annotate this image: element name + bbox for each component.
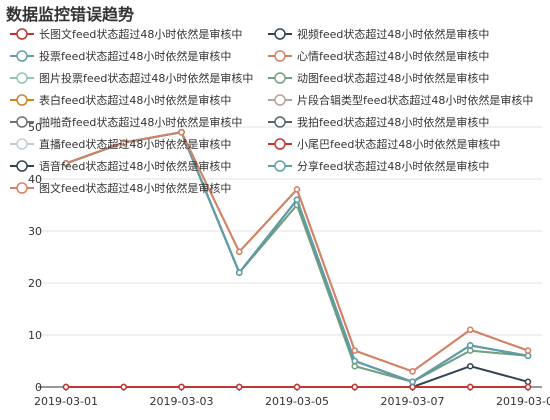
data-point[interactable] [467, 362, 474, 370]
y-tick-label: 30 [28, 225, 42, 238]
data-point[interactable] [409, 378, 416, 386]
data-point[interactable] [351, 347, 358, 354]
data-point[interactable] [62, 160, 70, 167]
legend-label: 表白feed状态超过48小时依然是审核中 [39, 93, 231, 107]
data-point[interactable] [178, 383, 185, 391]
series-group [62, 383, 532, 391]
legend-marker-icon [274, 94, 286, 106]
legend-label: 投票feed状态超过48小时依然是审核中 [39, 49, 231, 63]
series-group [62, 128, 532, 375]
legend-item[interactable]: 长图文feed状态超过48小时依然是审核中 [10, 27, 242, 41]
legend-marker-icon [16, 94, 28, 106]
legend-item[interactable]: 投票feed状态超过48小时依然是审核中 [10, 49, 231, 63]
legend-marker-icon [16, 28, 28, 40]
legend-label: 直播feed状态超过48小时依然是审核中 [39, 137, 231, 151]
grid [38, 126, 542, 336]
legend-marker-icon [274, 160, 286, 172]
legend-marker-icon [16, 182, 28, 194]
legend-item[interactable]: 分享feed状态超过48小时依然是审核中 [268, 159, 489, 173]
y-tick-label: 40 [28, 173, 42, 186]
legend-marker-icon [16, 138, 28, 150]
data-point[interactable] [236, 269, 243, 276]
legend-item[interactable]: 小尾巴feed状态超过48小时依然是审核中 [268, 137, 500, 151]
data-point[interactable] [236, 248, 243, 256]
data-point[interactable] [293, 186, 301, 193]
data-point[interactable] [467, 342, 474, 349]
legend-item[interactable]: 心情feed状态超过48小时依然是审核中 [268, 49, 489, 63]
legend-label: 视频feed状态超过48小时依然是审核中 [297, 27, 489, 41]
data-point[interactable] [120, 383, 127, 391]
legend-label: 长图文feed状态超过48小时依然是审核中 [39, 27, 242, 41]
x-tick-label: 2019-03-05 [265, 395, 329, 408]
legend-label: 啪啪奇feed状态超过48小时依然是审核中 [39, 115, 242, 129]
legend-marker-icon [274, 28, 286, 40]
data-point[interactable] [524, 383, 532, 391]
data-point[interactable] [293, 196, 301, 204]
legend-label: 图片投票feed状态超过48小时依然是审核中 [39, 71, 253, 85]
legend-marker-icon [16, 160, 28, 172]
legend-item[interactable]: 视频feed状态超过48小时依然是审核中 [268, 27, 489, 41]
legend-label: 片段合辑类型feed状态超过48小时依然是审核中 [297, 93, 533, 107]
legend-label: 图文feed状态超过48小时依然是审核中 [39, 181, 231, 195]
x-tick-label: 2019-03-01 [34, 395, 98, 408]
legend-label: 小尾巴feed状态超过48小时依然是审核中 [297, 137, 500, 151]
legend-label: 心情feed状态超过48小时依然是审核中 [297, 49, 489, 63]
legend-item[interactable]: 图文feed状态超过48小时依然是审核中 [10, 181, 231, 195]
x-tick-label: 2019-03-03 [150, 395, 214, 408]
legend-label: 我拍feed状态超过48小时依然是审核中 [297, 115, 489, 129]
data-point[interactable] [467, 347, 474, 354]
legend-marker-icon [16, 116, 28, 128]
y-tick-label: 10 [28, 329, 42, 342]
legend-item[interactable]: 片段合辑类型feed状态超过48小时依然是审核中 [268, 93, 533, 107]
legend-item[interactable]: 直播feed状态超过48小时依然是审核中 [10, 137, 231, 151]
series-lines [62, 128, 532, 391]
legend-item[interactable]: 表白feed状态超过48小时依然是审核中 [10, 93, 231, 107]
data-point[interactable] [351, 383, 358, 391]
data-point[interactable] [524, 352, 532, 360]
data-point[interactable] [524, 378, 532, 386]
legend-label: 分享feed状态超过48小时依然是审核中 [297, 159, 489, 173]
data-point[interactable] [351, 362, 358, 370]
data-point[interactable] [524, 347, 532, 354]
data-point[interactable] [467, 383, 474, 391]
legend-item[interactable]: 啪啪奇feed状态超过48小时依然是审核中 [10, 115, 242, 129]
data-point[interactable] [236, 383, 243, 391]
y-tick-label: 50 [28, 121, 42, 134]
legend: 长图文feed状态超过48小时依然是审核中 视频feed状态超过48小时依然是审核… [10, 27, 533, 195]
legend-marker-icon [274, 138, 286, 150]
chart-title: 数据监控错误趋势 [6, 5, 134, 24]
legend-label: 动图feed状态超过48小时依然是审核中 [297, 71, 489, 85]
legend-item[interactable]: 我拍feed状态超过48小时依然是审核中 [268, 115, 489, 129]
data-point[interactable] [467, 326, 474, 334]
legend-label: 语音feed状态超过48小时依然是审核中 [39, 159, 231, 173]
legend-marker-icon [16, 50, 28, 62]
legend-marker-icon [274, 116, 286, 128]
legend-marker-icon [16, 72, 28, 84]
y-tick-label: 20 [28, 277, 42, 290]
x-tick-label: 2019-03-09 [496, 395, 550, 408]
data-point[interactable] [178, 128, 185, 136]
legend-marker-icon [274, 72, 286, 84]
data-point[interactable] [409, 368, 416, 375]
legend-marker-icon [274, 50, 286, 62]
legend-item[interactable]: 图片投票feed状态超过48小时依然是审核中 [10, 71, 253, 85]
data-point[interactable] [293, 383, 301, 391]
x-tick-label: 2019-03-07 [381, 395, 445, 408]
data-point[interactable] [62, 383, 70, 391]
legend-item[interactable]: 语音feed状态超过48小时依然是审核中 [10, 159, 231, 173]
data-point[interactable] [351, 357, 358, 365]
data-point[interactable] [120, 139, 127, 146]
data-point[interactable] [409, 383, 416, 391]
legend-item[interactable]: 动图feed状态超过48小时依然是审核中 [268, 71, 489, 85]
